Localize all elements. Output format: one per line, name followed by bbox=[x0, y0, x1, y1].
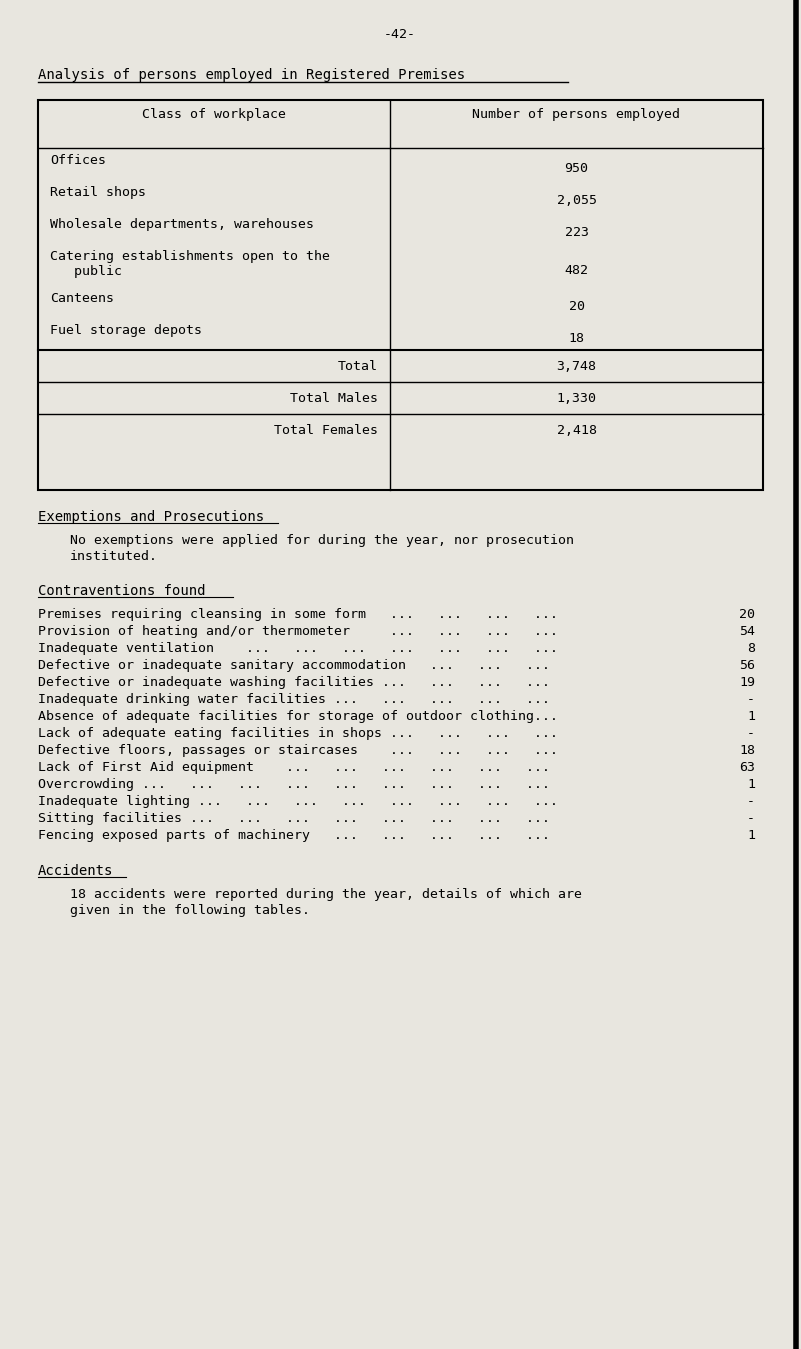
Text: 223: 223 bbox=[565, 227, 589, 240]
Text: 18: 18 bbox=[739, 745, 755, 757]
Text: 1: 1 bbox=[747, 830, 755, 842]
Text: Defective or inadequate sanitary accommodation   ...   ...   ...: Defective or inadequate sanitary accommo… bbox=[38, 660, 550, 672]
Text: Class of workplace: Class of workplace bbox=[142, 108, 286, 121]
Text: 2,418: 2,418 bbox=[557, 424, 597, 437]
Text: given in the following tables.: given in the following tables. bbox=[70, 904, 310, 917]
Text: 950: 950 bbox=[565, 162, 589, 175]
Text: 1: 1 bbox=[747, 710, 755, 723]
Text: 1: 1 bbox=[747, 778, 755, 791]
Bar bbox=[38, 100, 763, 490]
Text: Sitting facilities ...   ...   ...   ...   ...   ...   ...   ...: Sitting facilities ... ... ... ... ... .… bbox=[38, 812, 550, 826]
Text: Inadequate drinking water facilities ...   ...   ...   ...   ...: Inadequate drinking water facilities ...… bbox=[38, 693, 550, 706]
Text: Contraventions found: Contraventions found bbox=[38, 584, 206, 598]
Text: 1,330: 1,330 bbox=[557, 391, 597, 405]
Text: Total Females: Total Females bbox=[274, 424, 378, 437]
Text: Absence of adequate facilities for storage of outdoor clothing...: Absence of adequate facilities for stora… bbox=[38, 710, 558, 723]
Text: -: - bbox=[747, 812, 755, 826]
Text: Canteens: Canteens bbox=[50, 291, 114, 305]
Text: Lack of adequate eating facilities in shops ...   ...   ...   ...: Lack of adequate eating facilities in sh… bbox=[38, 727, 558, 741]
Text: 54: 54 bbox=[739, 625, 755, 638]
Text: Retail shops: Retail shops bbox=[50, 186, 146, 200]
Text: 18 accidents were reported during the year, details of which are: 18 accidents were reported during the ye… bbox=[70, 888, 582, 901]
Text: Inadequate lighting ...   ...   ...   ...   ...   ...   ...   ...: Inadequate lighting ... ... ... ... ... … bbox=[38, 795, 558, 808]
Text: Defective floors, passages or staircases    ...   ...   ...   ...: Defective floors, passages or staircases… bbox=[38, 745, 558, 757]
Text: Wholesale departments, warehouses: Wholesale departments, warehouses bbox=[50, 219, 314, 231]
Text: Analysis of persons employed in Registered Premises: Analysis of persons employed in Register… bbox=[38, 67, 465, 82]
Text: 482: 482 bbox=[565, 263, 589, 277]
Text: -: - bbox=[747, 693, 755, 706]
Text: 20: 20 bbox=[569, 301, 585, 313]
Text: 56: 56 bbox=[739, 660, 755, 672]
Text: instituted.: instituted. bbox=[70, 550, 158, 563]
Text: Accidents: Accidents bbox=[38, 863, 114, 878]
Text: Catering establishments open to the
   public: Catering establishments open to the publ… bbox=[50, 250, 330, 278]
Text: Premises requiring cleansing in some form   ...   ...   ...   ...: Premises requiring cleansing in some for… bbox=[38, 608, 558, 621]
Text: Fencing exposed parts of machinery   ...   ...   ...   ...   ...: Fencing exposed parts of machinery ... .… bbox=[38, 830, 550, 842]
Text: 3,748: 3,748 bbox=[557, 359, 597, 372]
Text: -: - bbox=[747, 795, 755, 808]
Text: 8: 8 bbox=[747, 642, 755, 656]
Text: Number of persons employed: Number of persons employed bbox=[473, 108, 681, 121]
Text: -: - bbox=[747, 727, 755, 741]
Text: Fuel storage depots: Fuel storage depots bbox=[50, 324, 202, 337]
Text: Exemptions and Prosecutions: Exemptions and Prosecutions bbox=[38, 510, 264, 523]
Text: Overcrowding ...   ...   ...   ...   ...   ...   ...   ...   ...: Overcrowding ... ... ... ... ... ... ...… bbox=[38, 778, 550, 791]
Text: 18: 18 bbox=[569, 332, 585, 345]
Text: -42-: -42- bbox=[384, 28, 416, 40]
Text: 2,055: 2,055 bbox=[557, 194, 597, 208]
Text: No exemptions were applied for during the year, nor prosecution: No exemptions were applied for during th… bbox=[70, 534, 574, 546]
Text: 63: 63 bbox=[739, 761, 755, 774]
Text: Provision of heating and/or thermometer     ...   ...   ...   ...: Provision of heating and/or thermometer … bbox=[38, 625, 558, 638]
Text: 19: 19 bbox=[739, 676, 755, 689]
Text: 20: 20 bbox=[739, 608, 755, 621]
Text: Offices: Offices bbox=[50, 154, 106, 167]
Text: Inadequate ventilation    ...   ...   ...   ...   ...   ...   ...: Inadequate ventilation ... ... ... ... .… bbox=[38, 642, 558, 656]
Text: Total: Total bbox=[338, 359, 378, 372]
Text: Defective or inadequate washing facilities ...   ...   ...   ...: Defective or inadequate washing faciliti… bbox=[38, 676, 550, 689]
Text: Total Males: Total Males bbox=[290, 391, 378, 405]
Text: Lack of First Aid equipment    ...   ...   ...   ...   ...   ...: Lack of First Aid equipment ... ... ... … bbox=[38, 761, 550, 774]
